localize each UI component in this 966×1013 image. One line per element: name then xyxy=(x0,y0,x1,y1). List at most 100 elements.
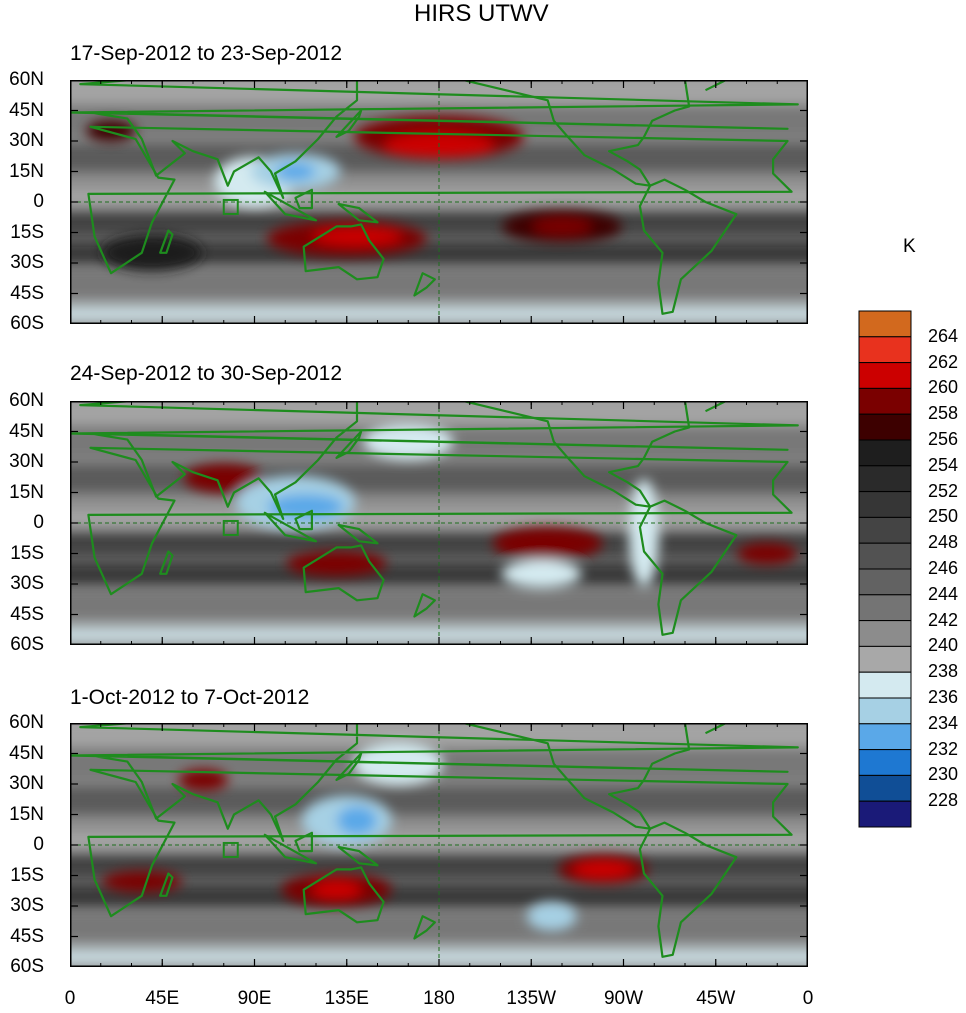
colorbar-label: 248 xyxy=(928,532,959,553)
field-contour xyxy=(267,494,344,520)
coastline xyxy=(335,752,363,781)
field-contour xyxy=(532,217,592,236)
coastline xyxy=(638,821,738,958)
colorbar-label: 252 xyxy=(928,480,959,501)
lon-label: 135W xyxy=(506,988,557,1009)
colorbar-box xyxy=(858,516,912,544)
colorbar-box xyxy=(858,336,912,364)
field-contour xyxy=(101,870,182,893)
colorbar-label: 238 xyxy=(928,661,959,682)
unit-label: K xyxy=(903,236,916,257)
colorbar-label: 256 xyxy=(928,429,959,449)
lat-label: 45N xyxy=(9,420,44,442)
colorbar-box xyxy=(858,465,912,493)
coastline xyxy=(159,550,174,575)
lon-label: 90E xyxy=(237,988,272,1009)
colorbar-label: 228 xyxy=(928,790,959,811)
field-contour xyxy=(311,880,362,899)
colorbar-box xyxy=(858,310,912,338)
colorbar-label: 260 xyxy=(928,377,959,398)
coastline xyxy=(462,401,691,508)
lat-label: 15S xyxy=(10,864,44,886)
colorbar-label: 244 xyxy=(928,583,959,604)
colorbar-box xyxy=(858,491,912,518)
lat-label: 30N xyxy=(9,451,44,472)
coastlines xyxy=(70,401,799,636)
figure-title: HIRS UTWV xyxy=(414,0,549,27)
lat-label: 15S xyxy=(10,542,44,564)
lat-label: 30N xyxy=(9,130,44,151)
lat-label: 45N xyxy=(9,99,44,121)
coastline xyxy=(87,125,793,275)
field-layer xyxy=(70,723,808,967)
colorbar-box xyxy=(858,620,912,647)
field-contour xyxy=(573,860,633,879)
coastline xyxy=(87,446,793,596)
colorbar-box xyxy=(858,645,912,673)
colorbar-box xyxy=(858,800,912,828)
field-contour xyxy=(492,527,603,560)
colorbar-label: 232 xyxy=(928,738,959,759)
marker-box xyxy=(222,519,239,536)
colorbar-box xyxy=(858,749,912,776)
coastlines xyxy=(70,723,799,958)
coastline xyxy=(638,499,738,636)
coastline xyxy=(263,833,318,865)
coastline xyxy=(413,593,436,618)
lon-label: 0 xyxy=(64,988,76,1009)
lat-label: 60N xyxy=(9,69,44,90)
field-contour xyxy=(102,234,202,271)
lat-label: 60N xyxy=(9,390,44,411)
lat-label: 15N xyxy=(9,803,44,825)
coastline xyxy=(685,723,728,735)
lon-label: 45W xyxy=(696,988,736,1009)
marker-box xyxy=(222,198,239,215)
coastline xyxy=(87,768,793,918)
coastline xyxy=(335,430,363,459)
panel-1-title: 17-Sep-2012 to 23-Sep-2012 xyxy=(70,42,343,65)
marker-box xyxy=(222,841,239,858)
coastline xyxy=(302,223,385,281)
colorbar-box xyxy=(858,697,912,725)
coastline xyxy=(413,272,436,297)
field-blobs xyxy=(101,742,648,931)
field-layer xyxy=(70,80,808,324)
lat-label: 60N xyxy=(9,712,44,733)
coastline xyxy=(413,915,436,940)
lat-label: 0 xyxy=(33,512,44,533)
lon-label: 45E xyxy=(145,988,180,1009)
coastlines xyxy=(70,80,799,315)
colorbar-box xyxy=(858,671,912,699)
lat-label: 60S xyxy=(10,313,44,334)
map-panel-1 xyxy=(70,80,808,324)
lat-label: 45S xyxy=(10,603,44,625)
colorbar-svg xyxy=(858,310,912,828)
lat-label: 60S xyxy=(10,634,44,655)
field-band xyxy=(70,240,808,265)
panel-2-title: 24-Sep-2012 to 30-Sep-2012 xyxy=(70,362,343,385)
colorbar-label: 254 xyxy=(928,454,959,475)
colorbar-label: 230 xyxy=(928,764,959,785)
lat-label: 30S xyxy=(10,573,44,594)
colorbar-box xyxy=(858,774,912,802)
colorbar-box xyxy=(858,439,912,467)
lat-label: 0 xyxy=(33,191,44,212)
field-contour xyxy=(178,769,229,791)
coastline xyxy=(462,80,691,187)
coastline xyxy=(335,109,363,138)
coastline xyxy=(302,544,385,602)
map-panel-1-svg xyxy=(70,80,808,324)
colorbar xyxy=(858,310,912,833)
lat-label: 30S xyxy=(10,252,44,273)
coastline xyxy=(638,178,738,315)
colorbar-box xyxy=(858,387,912,415)
colorbar-box xyxy=(858,362,912,389)
field-blobs xyxy=(183,423,797,589)
lat-label: 60S xyxy=(10,956,44,977)
coastline xyxy=(263,190,318,222)
field-layer xyxy=(70,401,808,645)
coastline xyxy=(159,229,174,254)
field-contour xyxy=(526,901,577,931)
colorbar-label: 246 xyxy=(928,558,959,578)
coastline xyxy=(337,523,379,545)
